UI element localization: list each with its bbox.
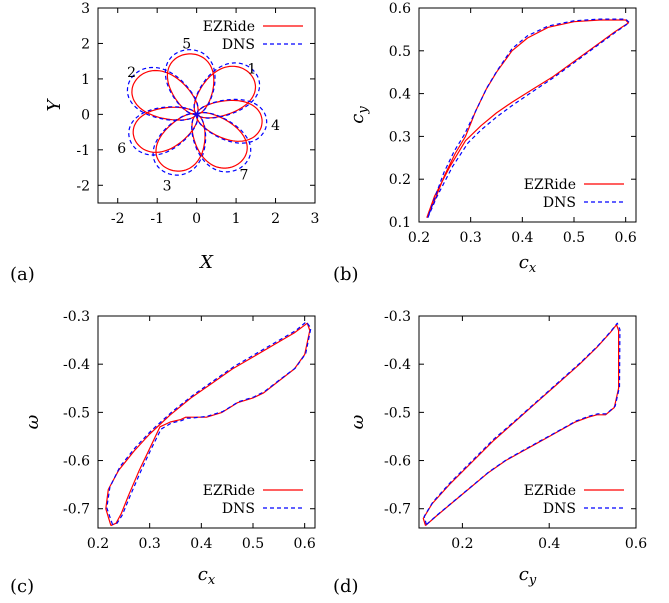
y-tick-label: -0.7 bbox=[384, 502, 411, 518]
panel-label: (c) bbox=[10, 576, 34, 597]
ezride-petal-5 bbox=[166, 53, 215, 116]
y-axis-label: Y bbox=[44, 97, 65, 111]
x-tick-label: 0.3 bbox=[139, 536, 161, 552]
x-tick-label: 0.5 bbox=[563, 230, 585, 246]
y-tick-label: 0.6 bbox=[389, 1, 411, 17]
y-tick-label: -0.7 bbox=[63, 502, 90, 518]
y-tick-label: 0.5 bbox=[389, 44, 411, 60]
petal-number-label: 6 bbox=[117, 141, 126, 157]
dns-petal-5 bbox=[164, 49, 216, 116]
dns-series-line bbox=[427, 18, 630, 218]
x-tick-label: 0.2 bbox=[408, 230, 430, 246]
y-tick-label: -0.6 bbox=[63, 454, 90, 470]
petal-number-label: 7 bbox=[240, 168, 249, 184]
legend-label-ezride: EZRide bbox=[203, 483, 255, 499]
legend-label-dns: DNS bbox=[222, 37, 255, 53]
y-tick-label: -0.6 bbox=[384, 454, 411, 470]
plot-area bbox=[126, 49, 268, 176]
panel-c: 0.2 0.3 0.4 0.5 0.6 -0.7 -0.6 -0.5 -0.4 -0.3 cx ω (c… bbox=[10, 309, 316, 597]
dns-petal-2 bbox=[126, 66, 199, 122]
x-tick-label: 0.3 bbox=[460, 230, 482, 246]
x-tick-label: 0.4 bbox=[190, 536, 212, 552]
y-tick-label: -2 bbox=[76, 178, 90, 194]
panel-label: (a) bbox=[10, 264, 35, 285]
y-tick-label: -0.3 bbox=[384, 309, 411, 325]
x-axis-label: cx bbox=[519, 252, 537, 276]
y-axis-label: ω bbox=[347, 414, 368, 429]
y-tick-label: 1 bbox=[81, 72, 90, 88]
dns-petal-3 bbox=[152, 112, 207, 176]
x-tick-label: 0.2 bbox=[87, 536, 109, 552]
legend-label-ezride: EZRide bbox=[524, 483, 576, 499]
plot-area bbox=[426, 18, 630, 218]
legend-label-dns: DNS bbox=[543, 501, 576, 517]
dns-series-line bbox=[106, 321, 312, 526]
ezride-series-line bbox=[105, 322, 311, 527]
y-tick-label: -0.4 bbox=[63, 357, 90, 373]
y-tick-label: 0.2 bbox=[389, 172, 411, 188]
y-tick-label: 0 bbox=[81, 107, 90, 123]
dns-petal-4 bbox=[195, 98, 268, 144]
y-tick-label: 0.4 bbox=[389, 87, 411, 103]
y-tick-label: -0.5 bbox=[384, 405, 411, 421]
x-tick-label: 3 bbox=[311, 211, 320, 227]
legend-label-ezride: EZRide bbox=[203, 19, 255, 35]
x-axis-label: X bbox=[198, 252, 214, 273]
y-axis-label: ω bbox=[22, 414, 43, 429]
x-axis-label: cy bbox=[519, 564, 537, 588]
y-tick-label: -0.4 bbox=[384, 357, 411, 373]
panel-label: (d) bbox=[333, 576, 359, 597]
x-tick-label: 0.6 bbox=[294, 536, 316, 552]
dns-petal-6 bbox=[128, 106, 199, 156]
plot-area bbox=[105, 321, 312, 527]
plot-frame bbox=[97, 315, 316, 529]
x-tick-label: 0.4 bbox=[511, 230, 533, 246]
petal-number-label: 3 bbox=[163, 178, 172, 194]
x-tick-label: 0.2 bbox=[451, 536, 473, 552]
y-axis-label: cy bbox=[347, 106, 371, 124]
y-tick-label: 0.1 bbox=[389, 215, 411, 231]
panel-b: 0.2 0.3 0.4 0.5 0.60.10.20.30.40.50.6cxcy(b)… bbox=[333, 1, 637, 285]
panel-d: 0.2 0.4 0.6 -0.7 -0.6 -0.5 -0.4 -0.3 cy ω (d) EZRid… bbox=[333, 309, 647, 597]
x-tick-label: -2 bbox=[111, 211, 125, 227]
x-tick-label: 0.6 bbox=[615, 230, 637, 246]
plot-frame bbox=[418, 315, 637, 529]
x-tick-label: 2 bbox=[271, 211, 280, 227]
legend-label-ezride: EZRide bbox=[524, 177, 576, 193]
y-tick-label: -0.3 bbox=[63, 309, 90, 325]
x-tick-label: -1 bbox=[150, 211, 164, 227]
plot-frame bbox=[97, 7, 316, 204]
x-axis-label: cx bbox=[198, 564, 216, 588]
x-tick-label: 1 bbox=[232, 211, 241, 227]
y-tick-label: 3 bbox=[81, 1, 90, 17]
x-tick-label: 0 bbox=[192, 211, 201, 227]
x-tick-label: 0.6 bbox=[625, 536, 647, 552]
legend-label-dns: DNS bbox=[222, 501, 255, 517]
dns-petal-7 bbox=[191, 111, 252, 173]
panel-a: -2 -1 0 1 2 3 -2 -1 0 1 2 3 X Y (a) 1 2 3 4 5 6 7 EZRide DNS bbox=[10, 1, 319, 285]
plot-frame bbox=[418, 7, 637, 223]
petal-number-label: 4 bbox=[271, 118, 280, 134]
y-tick-label: 2 bbox=[81, 36, 90, 52]
petal-number-label: 2 bbox=[127, 65, 136, 81]
y-tick-label: -0.5 bbox=[63, 405, 90, 421]
x-tick-label: 0.5 bbox=[242, 536, 264, 552]
dns-petal-1 bbox=[193, 62, 261, 119]
x-tick-label: 0.4 bbox=[538, 536, 560, 552]
legend-label-dns: DNS bbox=[543, 195, 576, 211]
plot-area bbox=[422, 322, 621, 527]
petal-number-label: 1 bbox=[247, 61, 256, 77]
y-tick-label: 0.3 bbox=[389, 129, 411, 145]
ezride-series-line bbox=[426, 19, 629, 218]
panel-label: (b) bbox=[333, 264, 359, 285]
petal-number-label: 5 bbox=[182, 36, 191, 52]
y-tick-label: -1 bbox=[76, 143, 90, 159]
dns-series-line bbox=[423, 322, 621, 526]
